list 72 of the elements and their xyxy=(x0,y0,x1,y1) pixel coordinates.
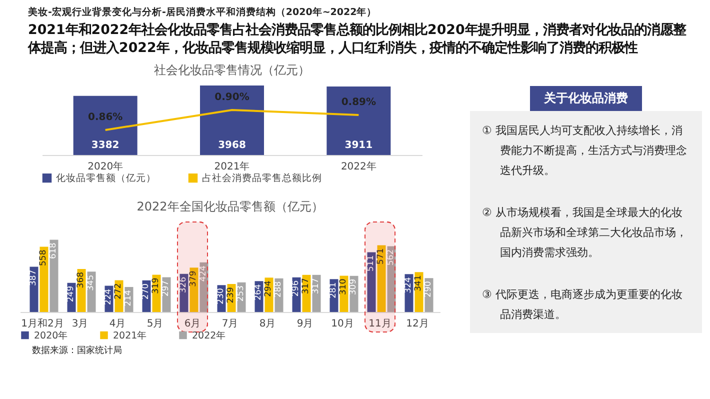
data-label: 290 xyxy=(424,281,434,298)
bar xyxy=(377,245,386,312)
data-label: 281 xyxy=(328,282,338,298)
x-tick-label: 2020年 xyxy=(88,160,124,172)
x-tick-label: 1月和2月 xyxy=(21,318,64,330)
chart-title: 2022年全国化妆品零售额（亿元） xyxy=(136,200,324,214)
data-label: 253 xyxy=(236,285,246,302)
data-label: 239 xyxy=(226,287,236,304)
data-label: 0.86% xyxy=(88,112,123,123)
data-label: 511 xyxy=(366,255,376,272)
text: 关于化妆品消费 xyxy=(530,86,642,111)
data-label: 270 xyxy=(141,283,151,300)
data-label: 387 xyxy=(28,270,38,286)
legend-label: 化妆品零售额（亿元） xyxy=(56,172,156,184)
x-tick-label: 10月 xyxy=(331,318,354,330)
data-label: 3911 xyxy=(344,140,373,151)
data-label: 3382 xyxy=(91,140,120,151)
data-label: 562 xyxy=(386,249,396,266)
bar xyxy=(312,274,321,312)
data-label: 0.90% xyxy=(214,92,250,103)
x-tick-label: 5月 xyxy=(146,318,164,330)
text: ③ 代际更迭，电商逐步成为更重要的化妆品消费渠道。 xyxy=(482,287,684,323)
legend-label: 占社会消费品零售总额比例 xyxy=(202,172,322,184)
x-tick-label: 9月 xyxy=(296,318,314,330)
legend-label: 2020年 xyxy=(34,329,68,342)
data-label: 224 xyxy=(104,288,114,306)
data-label: 272 xyxy=(114,283,124,300)
data-label: 317 xyxy=(301,278,311,294)
data-label: 571 xyxy=(376,248,386,264)
data-label: 214 xyxy=(124,290,134,306)
x-tick-label: 2021年 xyxy=(214,160,250,172)
data-label: 368 xyxy=(76,272,86,288)
data-label: 310 xyxy=(338,278,348,295)
data-label: 264 xyxy=(254,284,264,300)
text: 美妆-宏观行业背景变化与分析-居民消费水平和消费结构（2020年~2022年） xyxy=(28,6,378,19)
x-tick-label: 2022年 xyxy=(340,160,376,172)
x-tick-label: 11月 xyxy=(368,318,392,330)
data-label: 0.89% xyxy=(341,97,376,108)
text: 2021年和2022年社会化妆品零售占社会消费品零售总额的比例相比2020年提升明显，消费者对化妆品的消愿整体提高；但进入2022年，化妆品零售规模收缩明显，人口红利消失，疫情的不确定性影响了消费的积极性 xyxy=(28,22,688,58)
bar xyxy=(50,240,58,312)
legend-label: 2022年 xyxy=(192,329,226,342)
data-label: 558 xyxy=(38,250,48,266)
data-label: 297 xyxy=(161,280,171,297)
data-label: 341 xyxy=(414,275,424,292)
data-label: 294 xyxy=(264,280,274,297)
text: ② 从市场规模看，我国是全球最大的化妆品新兴市场和全球第二大化妆品市场，国内消费需求强劲。 xyxy=(482,205,688,261)
x-tick-label: 4月 xyxy=(109,318,126,330)
bar xyxy=(367,252,376,312)
bar xyxy=(387,246,396,312)
x-tick-label: 7月 xyxy=(222,318,238,330)
bar xyxy=(40,246,48,312)
data-label: 230 xyxy=(216,288,226,304)
data-label: 296 xyxy=(291,280,301,297)
data-label: 319 xyxy=(151,278,161,294)
text: ① 我国居民人均可支配收入持续增长，消费能力不断提高，生活方式与消费理念迭代升级。 xyxy=(482,123,688,179)
x-tick-label: 6月 xyxy=(184,318,201,330)
source-note: 数据来源：国家统计局 xyxy=(32,344,122,357)
data-label: 324 xyxy=(404,277,414,294)
data-label: 3968 xyxy=(218,140,246,151)
data-label: 309 xyxy=(348,278,358,296)
x-tick-label: 3月 xyxy=(72,318,88,330)
data-label: 288 xyxy=(274,281,284,298)
data-label: 249 xyxy=(66,286,76,302)
chart-title: 社会化妆品零售情况（亿元） xyxy=(154,63,310,77)
data-label: 424 xyxy=(198,265,208,282)
data-label: 345 xyxy=(86,274,96,291)
data-label: 317 xyxy=(311,278,321,294)
x-tick-label: 8月 xyxy=(259,318,276,330)
data-label: 379 xyxy=(188,270,198,287)
legend-label: 2021年 xyxy=(113,329,148,342)
x-tick-label: 12月 xyxy=(406,318,429,330)
data-label: 618 xyxy=(48,242,58,259)
